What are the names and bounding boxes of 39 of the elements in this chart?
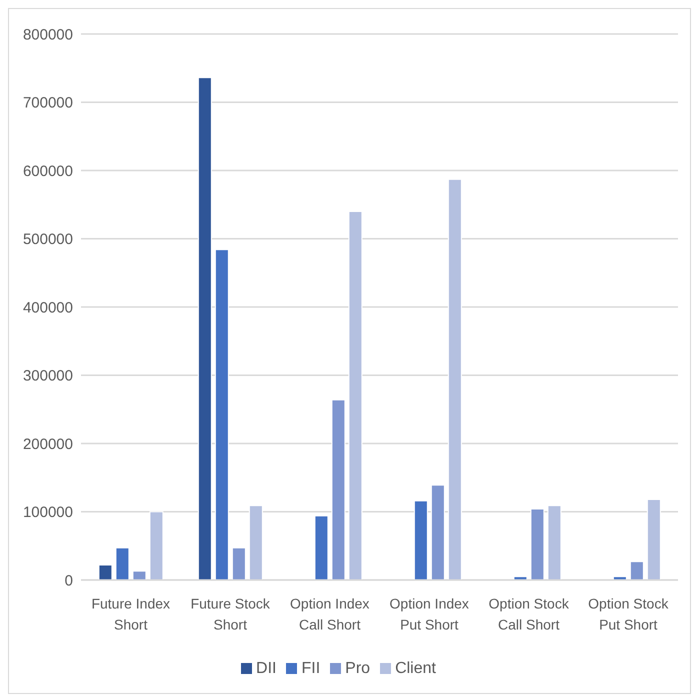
- bar: [232, 547, 246, 580]
- x-tick-label: Option Index Put Short: [390, 596, 469, 633]
- bar: [248, 505, 263, 580]
- bar: [149, 511, 164, 580]
- y-tick-label: 700000: [22, 94, 73, 112]
- y-tick-label: 800000: [22, 26, 73, 44]
- x-tick-label: Future Stock Short: [190, 596, 271, 633]
- bar: [630, 561, 644, 580]
- y-tick-label: 100000: [22, 504, 73, 522]
- bar: [198, 77, 212, 580]
- legend-label: Pro: [345, 660, 370, 677]
- y-tick-label: 0: [64, 572, 73, 590]
- y-tick-label: 500000: [22, 231, 73, 248]
- legend-label: Client: [395, 660, 436, 677]
- bar: [513, 576, 528, 580]
- bar: [314, 515, 328, 580]
- bar: [331, 399, 346, 580]
- bar: [646, 498, 661, 580]
- bar: [214, 249, 229, 580]
- bar: [132, 570, 146, 580]
- bar: [547, 505, 562, 580]
- bar: [348, 210, 362, 580]
- bar: [612, 576, 627, 580]
- y-tick-label: 300000: [22, 368, 73, 385]
- x-tick-label: Option Stock Call Short: [488, 596, 570, 633]
- y-tick-label: 600000: [22, 162, 73, 180]
- bar: [430, 484, 445, 580]
- y-tick-label: 200000: [22, 436, 73, 453]
- bar: [115, 547, 130, 580]
- y-tick-label: 400000: [22, 299, 73, 316]
- bar: [448, 178, 462, 580]
- bar: [98, 564, 112, 580]
- bar: [530, 508, 544, 580]
- x-tick-label: Future Index Short: [91, 596, 170, 633]
- x-tick-label: Option Index Call Short: [290, 596, 370, 633]
- x-tick-label: Option Stock Put Short: [588, 596, 670, 633]
- bar: [414, 500, 428, 580]
- legend-label: FII: [301, 660, 320, 677]
- legend-label: DII: [256, 660, 276, 677]
